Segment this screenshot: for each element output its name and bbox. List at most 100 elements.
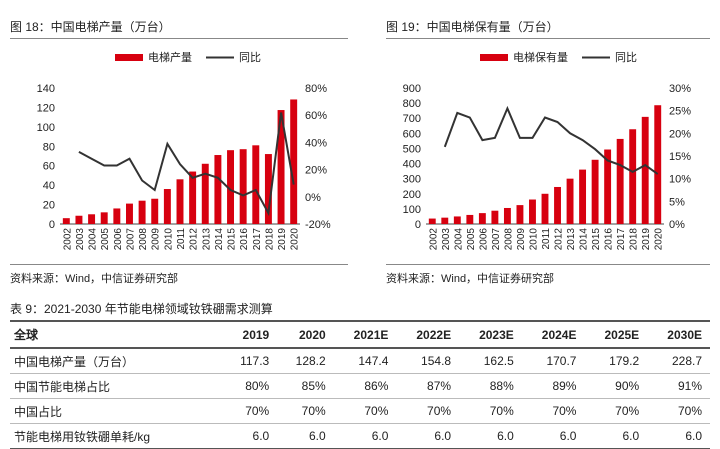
figure-18-bottom-rule (10, 264, 348, 265)
table-cell: 6.0 (521, 423, 585, 449)
header-cell: 2022E (416, 327, 452, 342)
figure-19-title: 图 19：中国电梯保有量（万台） (386, 20, 559, 34)
category-label: 2020 (654, 228, 665, 251)
bar (138, 200, 146, 224)
bar (88, 214, 96, 224)
figure-18-top-rule (10, 38, 348, 39)
bar (591, 159, 599, 224)
left-axis-tick-label: 900 (403, 83, 421, 95)
legend-bar-label: 电梯产量 (148, 50, 192, 64)
table-cell: 89% (521, 373, 585, 399)
category-label: 2017 (616, 228, 627, 251)
category-label: 2004 (453, 228, 464, 251)
bar (529, 199, 536, 224)
category-label: 2011 (176, 228, 187, 250)
header-cell: 2023E (479, 327, 514, 342)
table-cell: 88% (459, 373, 522, 399)
category-label: 2002 (428, 228, 439, 251)
category-label: 2005 (466, 228, 477, 251)
category-label: 2010 (528, 228, 539, 251)
category-label: 2008 (503, 228, 514, 251)
bar (100, 212, 108, 224)
table-cell: 6.0 (277, 423, 334, 449)
category-label: 2002 (62, 228, 73, 251)
table-cell: 70% (277, 398, 334, 424)
bar (113, 208, 121, 224)
bar (654, 105, 662, 224)
category-label: 2018 (264, 228, 275, 251)
category-label: 2016 (604, 228, 615, 251)
yoy-line (78, 112, 295, 217)
table-cell: 128.2 (277, 348, 334, 374)
header-cell: 2019 (242, 327, 270, 342)
right-axis-tick-label: 15% (669, 151, 691, 163)
bar (126, 203, 133, 224)
right-axis-tick-label: 0% (305, 192, 321, 204)
table-cell: 70% (222, 398, 278, 424)
table-cell: 节能电梯用钕铁硼单耗/kg (10, 423, 222, 449)
table-cell: 中国电梯产量（万台） (10, 348, 222, 374)
header-cell: 2024E (541, 327, 577, 342)
table-cell: 91% (647, 373, 710, 399)
right-axis-tick-label: 20% (305, 165, 327, 177)
table-cell: 70% (396, 398, 460, 424)
category-label: 2018 (629, 228, 640, 251)
bar (441, 217, 449, 224)
table-row: 中国占比 70% 70% 70% 70% 70% 70% 70% 70% (10, 398, 710, 424)
bar (478, 213, 486, 224)
right-axis-tick-label: -20% (305, 219, 331, 231)
bar (201, 163, 209, 224)
left-axis-tick-label: 800 (403, 98, 421, 110)
table-cell: 中国节能电梯占比 (10, 373, 222, 399)
category-label: 2007 (125, 228, 136, 251)
table-cell: 6.0 (459, 423, 522, 449)
bar (62, 218, 70, 224)
table-cell: 87% (396, 373, 460, 399)
left-axis-tick-label: 40 (43, 180, 55, 192)
left-axis-tick-label: 20 (43, 200, 55, 212)
category-label: 2016 (239, 228, 250, 251)
right-axis-tick-label: 10% (669, 174, 691, 186)
left-axis-tick-label: 80 (43, 141, 55, 153)
figure-19-source: 资料来源：Wind，中信证券研究部 (386, 273, 555, 285)
header-cell: 2030E (667, 327, 702, 342)
table-header-row: 全球 2019 2020 2021E 2022E 2023E 2024E 202… (10, 321, 710, 348)
right-axis-tick-label: 20% (669, 128, 691, 140)
table-cell: 228.7 (647, 348, 710, 374)
bar (214, 155, 222, 224)
bar (151, 198, 159, 224)
right-axis-tick-label: 5% (669, 196, 685, 208)
left-axis-tick-label: 600 (403, 128, 421, 140)
table-cell: 70% (584, 398, 648, 424)
figure-19-chart: 电梯保有量 同比 0 100 200 300 400 500 600 700 800 900 0% 5% 1… (403, 50, 692, 251)
left-axis-tick-label: 140 (37, 83, 55, 95)
category-label: 2009 (516, 228, 527, 251)
table-cell: 117.3 (222, 348, 278, 374)
bar (503, 207, 511, 224)
bar (629, 129, 637, 224)
category-label: 2012 (189, 228, 200, 251)
left-axis-tick-label: 60 (43, 161, 55, 173)
right-axis-tick-label: 80% (305, 83, 327, 95)
bar (466, 214, 474, 224)
bar (277, 110, 285, 224)
category-label: 2009 (151, 228, 162, 251)
category-label: 2014 (214, 228, 225, 251)
table-cell: 86% (333, 373, 397, 399)
category-label: 2013 (201, 228, 212, 251)
figure-19-top-rule (386, 38, 710, 39)
bar (227, 150, 234, 224)
table-cell: 147.4 (333, 348, 397, 374)
category-label: 2019 (641, 228, 652, 251)
category-label: 2005 (100, 228, 111, 251)
demand-table: 全球 2019 2020 2021E 2022E 2023E 2024E 202… (10, 320, 710, 449)
bar (641, 116, 649, 224)
right-axis-tick-label: 60% (305, 110, 327, 122)
left-axis-tick-label: 500 (403, 143, 421, 155)
category-label: 2011 (541, 228, 552, 250)
table-row: 中国节能电梯占比 80% 85% 86% 87% 88% 89% 90% 91% (10, 373, 710, 399)
category-label: 2020 (290, 228, 301, 251)
table-cell: 90% (584, 373, 648, 399)
bar (252, 145, 260, 224)
left-axis-tick-label: 100 (37, 122, 55, 134)
